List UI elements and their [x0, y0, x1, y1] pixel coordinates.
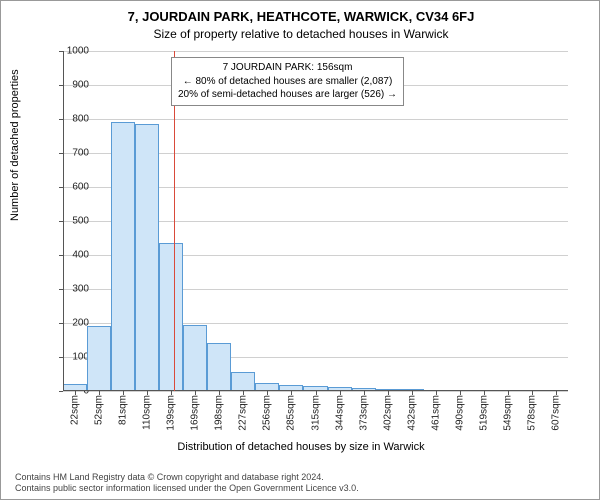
xtick-label: 81sqm	[118, 391, 129, 425]
xtick-label: 607sqm	[550, 391, 561, 431]
xtick-label: 461sqm	[430, 391, 441, 431]
xtick-label: 373sqm	[358, 391, 369, 431]
xtick-label: 519sqm	[478, 391, 489, 431]
annotation-box: 7 JOURDAIN PARK: 156sqm← 80% of detached…	[171, 57, 404, 106]
xtick-label: 139sqm	[166, 391, 177, 431]
histogram-bar	[207, 343, 231, 391]
histogram-bar	[159, 243, 183, 391]
xtick-label: 22sqm	[70, 391, 81, 425]
xtick-label: 227sqm	[238, 391, 249, 431]
y-axis-label: Number of detached properties	[9, 69, 21, 221]
xtick-label: 110sqm	[142, 391, 153, 430]
page-subtitle: Size of property relative to detached ho…	[1, 24, 600, 41]
xtick-label: 549sqm	[502, 391, 513, 431]
xtick-label: 402sqm	[382, 391, 393, 431]
x-axis-line	[63, 390, 568, 391]
histogram-bar	[183, 325, 207, 391]
histogram-bar	[111, 122, 135, 391]
plot-area: 22sqm52sqm81sqm110sqm139sqm169sqm198sqm2…	[63, 51, 568, 391]
xtick-label: 198sqm	[214, 391, 225, 431]
xtick-label: 169sqm	[190, 391, 201, 431]
xtick-label: 344sqm	[334, 391, 345, 431]
xtick-label: 490sqm	[454, 391, 465, 431]
xtick-label: 256sqm	[262, 391, 273, 431]
chart-container: 7, JOURDAIN PARK, HEATHCOTE, WARWICK, CV…	[1, 1, 600, 501]
footer-text: Contains HM Land Registry data © Crown c…	[15, 472, 359, 495]
annotation-line: 7 JOURDAIN PARK: 156sqm	[178, 61, 397, 75]
histogram-bar	[135, 124, 159, 391]
page-title: 7, JOURDAIN PARK, HEATHCOTE, WARWICK, CV…	[1, 1, 600, 24]
footer-line2: Contains public sector information licen…	[15, 483, 359, 495]
y-axis-line	[63, 51, 64, 391]
xtick-label: 285sqm	[286, 391, 297, 431]
footer-line1: Contains HM Land Registry data © Crown c…	[15, 472, 359, 484]
x-axis-label: Distribution of detached houses by size …	[1, 441, 600, 453]
xtick-label: 315sqm	[310, 391, 321, 431]
xtick-label: 52sqm	[94, 391, 105, 425]
histogram-bar	[231, 372, 255, 391]
xtick-label: 432sqm	[406, 391, 417, 431]
annotation-line: ← 80% of detached houses are smaller (2,…	[178, 75, 397, 89]
annotation-line: 20% of semi-detached houses are larger (…	[178, 88, 397, 102]
xtick-label: 578sqm	[526, 391, 537, 431]
histogram-bar	[87, 326, 111, 391]
